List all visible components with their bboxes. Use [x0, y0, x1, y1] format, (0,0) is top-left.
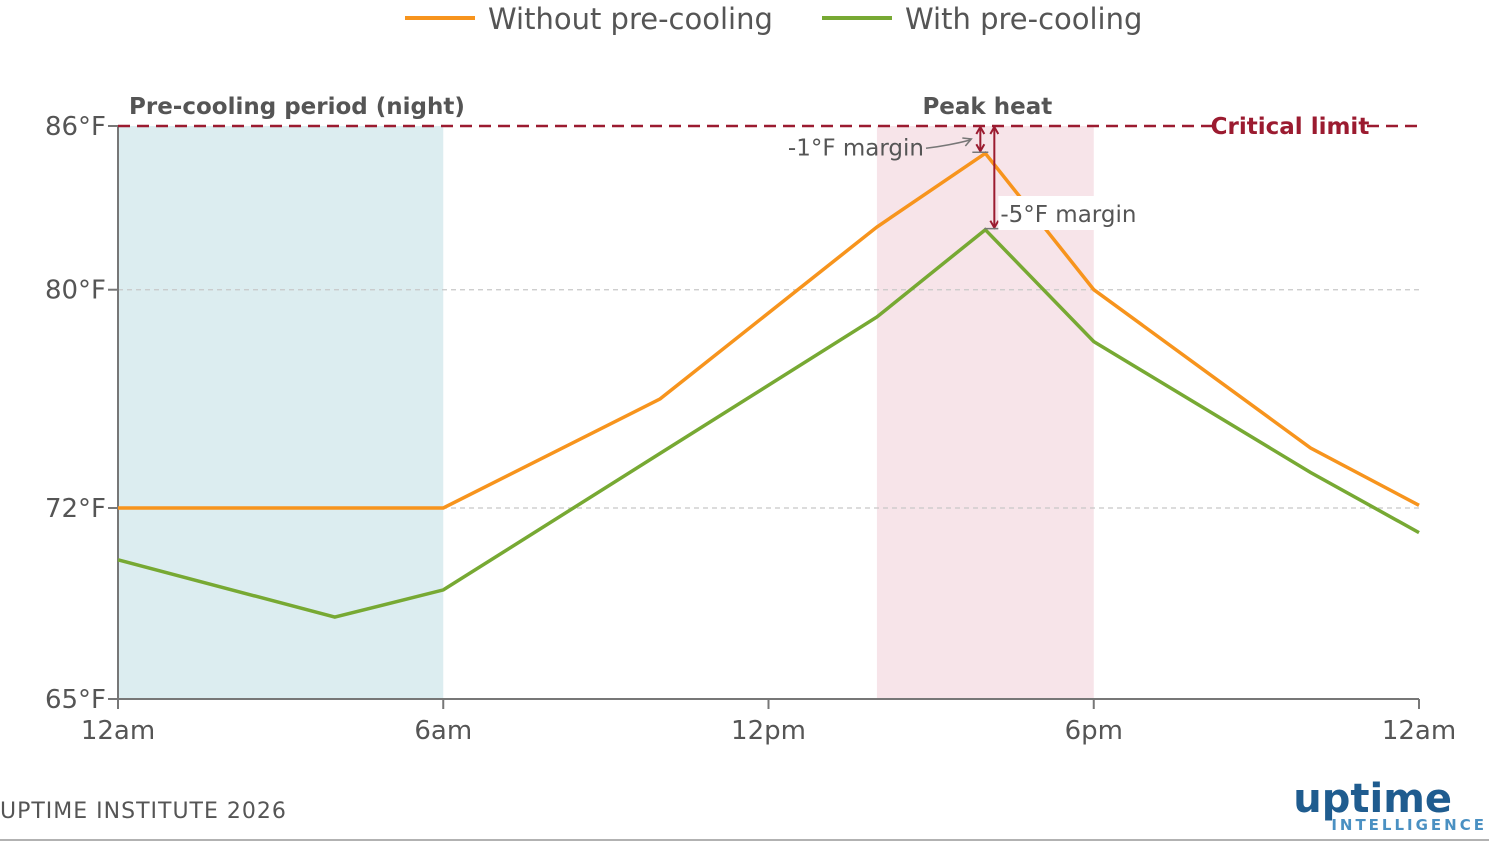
x-tick-label-3: 6pm — [1065, 716, 1123, 746]
axes-layer: 65°F 72°F 80°F 86°F 12am 6am 12pm 6pm 12am — [45, 112, 1456, 746]
margin-1-arrowhead-top — [975, 124, 986, 135]
x-tick-label-2: 12pm — [731, 716, 806, 746]
x-tick-label-0: 12am — [81, 716, 155, 746]
y-tick-label-3: 86°F — [45, 112, 106, 142]
footer-source: UPTIME INSTITUTE 2026 — [0, 799, 287, 824]
bands-layer: Pre-cooling period (night) Peak heat — [118, 94, 1094, 699]
y-tick-label-1: 72°F — [45, 494, 106, 524]
series-line-0 — [118, 150, 1420, 510]
y-tick-label-0: 65°F — [45, 685, 106, 715]
band-0 — [118, 126, 444, 699]
margin-1-arrowhead-bottom — [975, 143, 986, 154]
legend-label-1: With pre-cooling — [905, 2, 1142, 36]
x-tick-label-4: 12am — [1382, 716, 1456, 746]
annotation-layer: Critical limit -1°F margin -5°F margin — [118, 114, 1421, 230]
margin-5-arrowhead-bottom — [989, 220, 1000, 230]
band-label-0: Pre-cooling period (night) — [129, 94, 465, 120]
margin-1-label: -1°F margin — [788, 135, 924, 161]
logo-sub-text: INTELLIGENCE — [1331, 816, 1487, 834]
margin-5-label-bg — [998, 196, 1155, 230]
uptime-logo: uptime INTELLIGENCE — [1293, 776, 1487, 834]
margin-5-arrowhead-top — [989, 124, 1000, 135]
margin-5-label: -5°F margin — [1000, 202, 1136, 228]
x-tick-label-1: 6am — [414, 716, 472, 746]
margin-1-leader — [925, 139, 971, 150]
legend-label-0: Without pre-cooling — [488, 2, 773, 36]
series-layer — [117, 150, 1420, 619]
series-line-1 — [117, 227, 1420, 619]
band-label-1: Peak heat — [922, 94, 1052, 120]
y-tick-label-2: 80°F — [45, 276, 106, 306]
legend: Without pre-cooling With pre-cooling — [405, 2, 1142, 36]
critical-limit-label: Critical limit — [1211, 114, 1370, 140]
margin-1-leader-head — [962, 137, 973, 147]
logo-main-text: uptime — [1293, 776, 1452, 822]
